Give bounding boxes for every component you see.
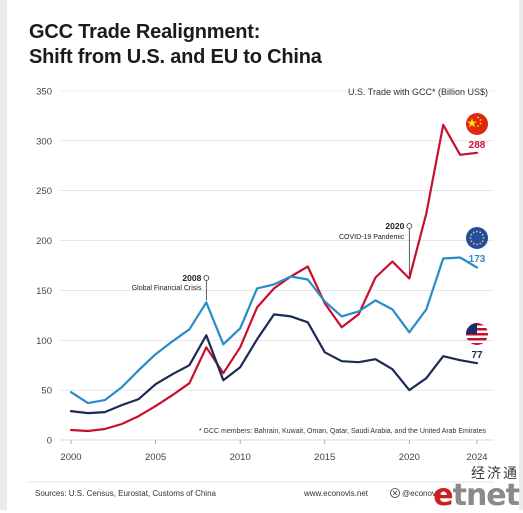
x-tick-label: 2000 [60,452,81,463]
series-line-eu [69,256,479,405]
annotation-year-2020: 2020 [385,221,404,231]
chart-title: GCC Trade Realignment: Shift from U.S. a… [29,20,322,70]
grid-lines [60,90,494,441]
series-line-china [69,123,479,433]
us-flag-icon [466,323,488,345]
y-tick-label: 250 [36,186,52,197]
annotation-text-2008: Global Financial Crisis [132,285,202,292]
x-tick-label: 2015 [314,452,335,463]
y-tick-label: 150 [36,286,52,297]
y-tick-label: 100 [36,336,52,347]
left-page-edge [0,0,7,510]
x-logo-icon [390,488,400,498]
y-tick-label: 300 [36,136,52,147]
china-flag-icon [466,113,488,135]
etnet-watermark: 经济通 etnet [433,466,520,511]
end-label-china: 288 [469,140,486,151]
y-axis-label: U.S. Trade with GCC* (Billion US$) [348,87,488,97]
x-tick-label: 2010 [230,452,251,463]
annotation-marker-2008 [203,275,210,281]
y-axis-ticks: 0 50 100 150 200 250 300 350 [36,87,52,447]
website-link[interactable]: www.econovis.net [303,489,369,498]
watermark-logo-e: e [433,478,453,513]
y-tick-label: 350 [36,87,52,98]
watermark-logo: etnet [433,481,520,511]
series-lines [69,123,479,433]
sources-text: Sources: U.S. Census, Eurostat, Customs … [35,489,217,498]
y-tick-label: 50 [41,386,52,397]
annotation-marker-2020 [406,223,413,229]
end-label-eu: 173 [469,254,486,265]
watermark-logo-rest: tnet [452,478,520,513]
chart-title-line2: Shift from U.S. and EU to China [29,46,322,68]
end-label-us: 77 [471,350,483,361]
social-handle[interactable]: @econovis [402,489,442,498]
x-axis-ticks: 2000 2005 2010 2015 2020 2024 [60,440,488,463]
annotation-year-2008: 2008 [182,273,201,283]
annotation-text-2020: COVID-19 Pandemic [339,234,405,241]
footnote: * GCC members: Bahrain, Kuwait, Oman, Qa… [199,428,487,435]
x-tick-label: 2020 [399,452,420,463]
chart-card [7,0,519,510]
eu-flag-icon [466,227,488,249]
watermark-chinese: 经济通 [471,466,519,482]
x-tick-label: 2024 [466,452,487,463]
y-tick-label: 200 [36,236,52,247]
chart-title-line1: GCC Trade Realignment: [29,21,261,43]
series-flags [466,113,488,345]
series-line-us [69,313,479,415]
right-page-edge [519,0,523,510]
annotations: 2008 Global Financial Crisis 2020 COVID-19 … [132,221,413,301]
x-tick-label: 2005 [145,452,166,463]
end-labels: 288 173 77 [469,140,486,361]
y-tick-label: 0 [47,436,52,447]
